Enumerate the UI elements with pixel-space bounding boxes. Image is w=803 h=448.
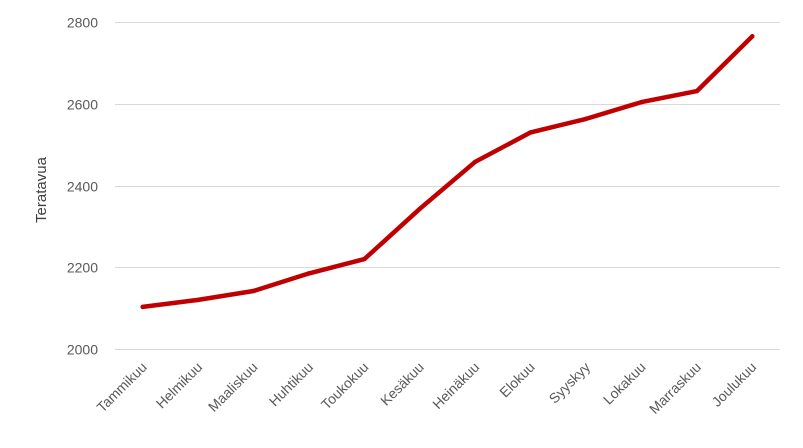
series-group bbox=[140, 34, 755, 310]
data-point bbox=[195, 297, 201, 303]
x-tick-label: Tammikuu bbox=[93, 359, 149, 415]
data-point bbox=[306, 271, 312, 276]
x-tick-label: Syyskyy bbox=[546, 359, 594, 407]
data-point bbox=[694, 88, 700, 94]
x-tick-label: Elokuu bbox=[496, 359, 538, 401]
data-point bbox=[251, 288, 256, 294]
x-tick-label: Huhtikuu bbox=[266, 359, 316, 409]
x-tick-label: Joulukuu bbox=[708, 359, 759, 410]
data-point bbox=[140, 304, 145, 310]
x-tick-label: Heinäkuu bbox=[429, 359, 482, 412]
y-tick-label: 2000 bbox=[67, 342, 98, 358]
data-point bbox=[639, 99, 644, 105]
y-tick-label: 2800 bbox=[67, 15, 98, 31]
data-point bbox=[362, 256, 367, 262]
series-line-0 bbox=[140, 34, 755, 310]
data-point bbox=[528, 130, 533, 135]
x-tick-label: Maaliskuu bbox=[205, 359, 261, 415]
y-tick-label: 2600 bbox=[67, 97, 98, 113]
x-tick-label: Marraskuu bbox=[646, 359, 704, 417]
x-tick-label: Helmikuu bbox=[153, 359, 206, 412]
y-axis-title: Teratavua bbox=[33, 156, 50, 223]
y-tick-label: 2400 bbox=[67, 179, 98, 195]
y-tick-label: 2200 bbox=[67, 260, 98, 276]
data-point bbox=[417, 206, 422, 211]
data-point bbox=[473, 159, 478, 164]
x-axis-ticks: Tammikuu Helmikuu Maaliskuu Huhtikuu Toukoku… bbox=[93, 359, 759, 417]
x-tick-label: Toukokuu bbox=[318, 359, 372, 413]
x-tick-label: Kesäkuu bbox=[377, 359, 427, 409]
y-axis-ticks: 2000 2200 2400 2600 2800 bbox=[67, 15, 98, 358]
data-point bbox=[583, 116, 589, 122]
x-tick-label: Lokakuu bbox=[600, 359, 649, 408]
data-point bbox=[750, 34, 755, 39]
